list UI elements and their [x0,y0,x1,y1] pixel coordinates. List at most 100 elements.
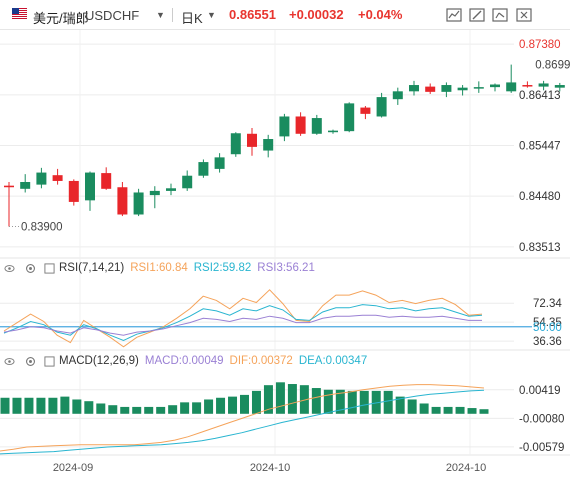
macd-histogram-bar [479,409,489,414]
macd-histogram-bar [240,394,249,414]
macd-histogram-bar [431,406,441,414]
eye-icon[interactable] [4,263,15,274]
expand-icon[interactable] [516,7,532,23]
macd-histogram-bar [192,402,202,414]
macd-histogram-bar [395,396,405,414]
flag-icon [12,8,27,19]
macd-histogram-bar [48,397,58,414]
price-change-percent: +0.04% [358,7,403,22]
macd-title: MACD(12,26,9) [59,355,139,367]
candle-body [247,133,257,147]
candle-body [85,172,95,201]
macd-histogram-bar [467,408,477,414]
period-selector[interactable]: 日K [181,11,203,26]
macd-histogram-bar [407,399,417,414]
pair-name: 美元/瑞郎 [33,11,89,26]
candle-body [441,85,452,92]
price-tick-label: 0.83513 [519,242,561,254]
macd-tick-label: 0.00419 [519,385,561,397]
rsi-tick-label: 54.35 [533,317,562,329]
rsi-tick-label: 72.34 [533,298,562,310]
candle-body [263,139,274,151]
macd-histogram-bar [359,390,369,414]
last-price: 0.86551 [229,7,276,22]
candle-body [214,157,225,169]
candle-body [425,86,436,92]
macd-histogram-bar [311,388,321,414]
macd-histogram-bar [24,397,34,414]
rsi1-value: RSI1:60.84 [130,262,188,274]
macd-histogram-bar [84,401,94,414]
macd-histogram-bar [96,403,106,414]
macd-histogram-bar [36,397,46,414]
price-tick-label: 0.85447 [519,140,561,152]
candle-body [490,84,500,88]
candle-body [149,190,160,196]
macd-histogram-bar [263,385,273,414]
macd-histogram-bar [335,389,345,414]
candle-body [295,116,306,134]
macd-histogram-bar [72,399,82,414]
candle-body [279,116,290,137]
macd-histogram-bar [168,405,178,414]
symbol-selector[interactable]: USDCHF [85,8,140,23]
candle-body [182,175,193,189]
macd-histogram-bar [419,403,429,414]
settings-icon[interactable] [25,356,36,367]
candle-body [101,173,112,189]
chart-style-icon[interactable] [446,7,462,23]
price-change: +0.00032 [289,7,344,22]
candle-body [117,187,128,215]
macd-histogram-bar [12,397,22,414]
candle-body [376,97,387,117]
macd-histogram-bar [60,396,70,414]
caret-down-icon[interactable]: ▼ [156,10,165,20]
macd-histogram-bar [228,396,238,414]
macd-histogram-bar [216,397,226,414]
draw-icon[interactable] [469,7,485,23]
macd-histogram-bar [251,390,261,414]
candle-body [506,82,517,92]
rsi-series-line [3,314,482,336]
candle-body [36,172,47,185]
x-axis-label: 2024-10 [250,462,290,474]
macd-histogram-bar [371,390,381,414]
settings-icon[interactable] [25,263,36,274]
candle-body [20,182,31,189]
rsi-title: RSI(7,14,21) [59,262,125,274]
candle-body [133,192,144,215]
macd-tick-label: -0.00080 [519,413,564,425]
macd-histogram-bar [443,406,453,414]
macd-histogram-bar [204,399,214,414]
macd-histogram-bar [180,402,190,414]
rsi-series-line [3,304,483,342]
candle-body [538,83,549,87]
candle-body [52,175,63,181]
price-tick-label: 0.84480 [519,191,561,203]
indicator-box-icon [44,262,55,274]
dif-line [0,384,485,452]
macd-histogram-bar [287,384,297,414]
candle-body [4,185,14,188]
candle-body [68,180,79,202]
rsi-series-line [3,289,483,348]
caret-down-icon[interactable]: ▼ [207,10,216,20]
rsi3-value: RSI3:56.21 [257,262,315,274]
macd-histogram-bar [383,390,393,414]
macd-histogram-bar [132,406,142,414]
candle-body [198,162,209,176]
candle-body [457,87,468,91]
low-price-annotation: 0.83900 [21,222,63,234]
eye-icon[interactable] [4,356,15,367]
indicator-icon[interactable] [492,7,508,23]
macd-histogram-bar [156,406,166,414]
candle-body [230,133,241,155]
indicator-box-icon [44,355,55,367]
candle-body [392,91,403,100]
x-axis-label: 2024-10 [446,462,486,474]
dea-value: DEA:0.00347 [298,355,368,367]
high-price-annotation: 0.86993 [535,59,570,71]
macd-histogram-bar [144,406,154,414]
price-tick-label: 0.87380 [519,39,561,51]
